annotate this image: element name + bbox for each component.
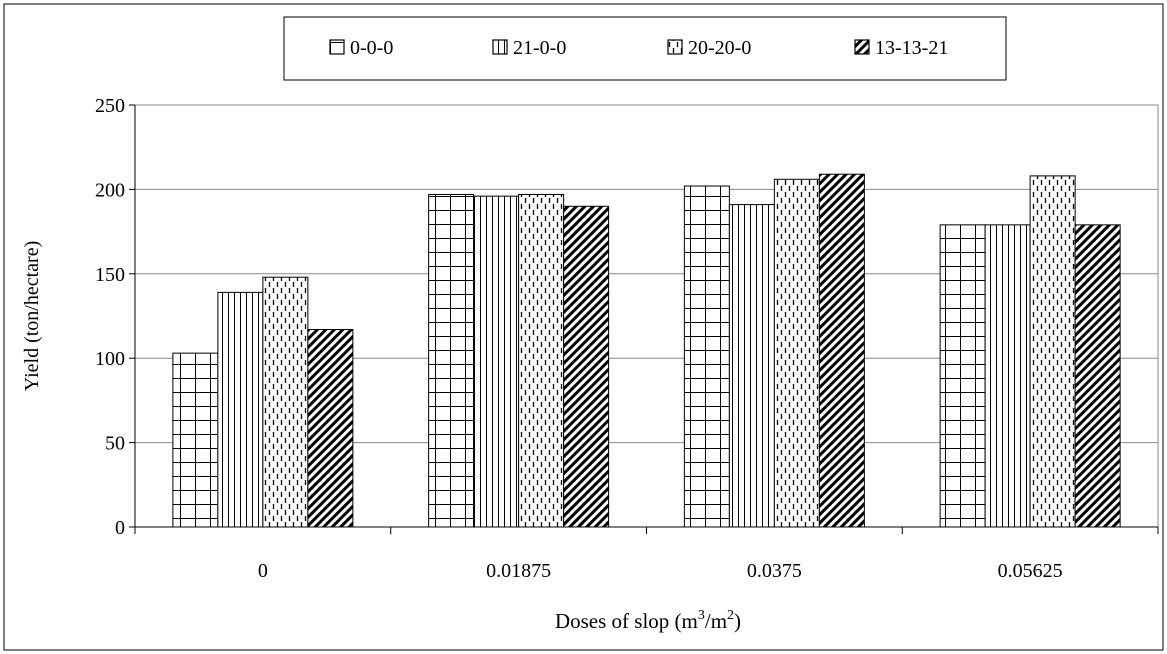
- x-axis-title-sup1: 3: [698, 608, 705, 623]
- legend-label: 20-20-0: [688, 37, 751, 59]
- bars: [172, 173, 1121, 528]
- x-axis-title: Doses of slop (m3/m2): [555, 608, 741, 633]
- bar-21-0-0-0.05625: [984, 224, 1031, 528]
- axes: [129, 104, 1159, 534]
- bar-0-0-0-0.0375: [683, 185, 730, 528]
- bar-0-0-0-0: [172, 352, 219, 528]
- legend-label: 13-13-21: [875, 37, 948, 59]
- x-axis-title-end: ): [734, 609, 741, 633]
- bar-13-13-21-0.05625: [1074, 224, 1121, 528]
- bar-20-20-0-0.01875: [518, 193, 565, 528]
- y-tick-label: 250: [95, 95, 125, 117]
- y-tick-label: 200: [95, 179, 125, 201]
- bar-20-20-0-0.0375: [773, 178, 820, 528]
- bar-0-0-0-0.01875: [428, 193, 475, 528]
- bar-20-20-0-0.05625: [1029, 175, 1076, 528]
- x-tick-labels: 0 0.01875 0.0375 0.05625: [258, 560, 1063, 582]
- legend-swatch-13-13-21: [854, 39, 870, 55]
- legend-label: 21-0-0: [513, 37, 566, 59]
- y-tick-label: 0: [115, 517, 125, 539]
- x-tick-label: 0.0375: [747, 560, 802, 582]
- x-tick-label: 0: [258, 560, 268, 582]
- x-tick-label: 0.01875: [486, 560, 551, 582]
- x-axis-title-sup2: 2: [727, 608, 734, 623]
- y-tick-label: 150: [95, 264, 125, 286]
- bar-21-0-0-0: [217, 291, 264, 528]
- bar-13-13-21-0: [307, 329, 354, 528]
- legend-swatch-21-0-0: [492, 39, 508, 55]
- x-axis-title-mid: /m: [705, 609, 727, 633]
- y-axis-title: Yield (ton/hectare): [21, 241, 43, 392]
- x-axis-title-main: Doses of slop (m: [555, 609, 698, 633]
- legend-swatch-0-0-0: [329, 39, 345, 55]
- y-tick-label: 100: [95, 348, 125, 370]
- legend: 0-0-0 21-0-0 20-20-0 13-13-21: [329, 37, 948, 59]
- legend-label: 0-0-0: [350, 37, 393, 59]
- legend-swatch-20-20-0: [667, 39, 683, 55]
- bar-20-20-0-0: [262, 276, 309, 528]
- bar-21-0-0-0.0375: [728, 204, 775, 528]
- bar-13-13-21-0.01875: [563, 205, 610, 528]
- legend-box: [283, 16, 1007, 81]
- y-tick-label: 50: [105, 433, 125, 455]
- bar-0-0-0-0.05625: [939, 224, 986, 528]
- y-tick-labels: 0 50 100 150 200 250: [95, 95, 125, 539]
- x-tick-label: 0.05625: [998, 560, 1063, 582]
- bar-13-13-21-0.0375: [818, 173, 865, 528]
- bar-21-0-0-0.01875: [473, 195, 520, 528]
